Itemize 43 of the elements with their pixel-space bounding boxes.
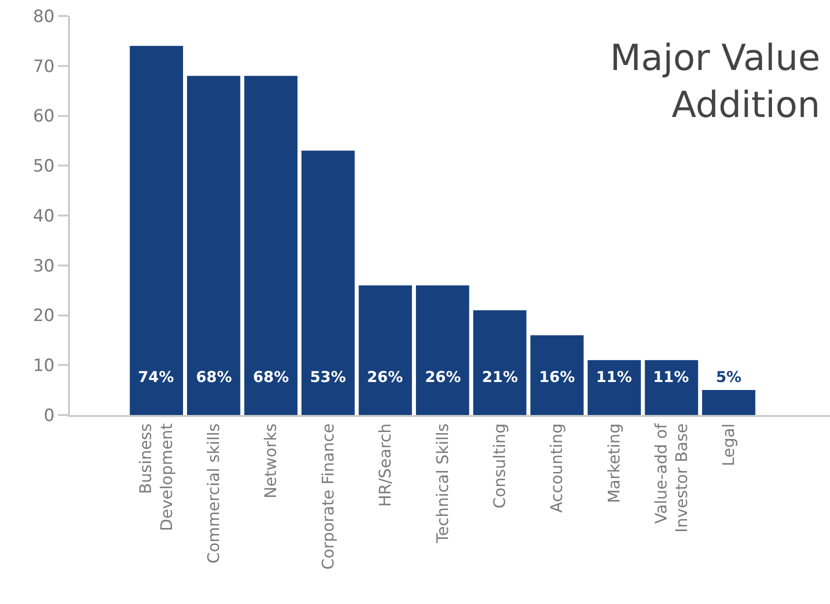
y-tick-label: 60 bbox=[32, 106, 55, 127]
data-label: 26% bbox=[425, 368, 461, 386]
data-label: 21% bbox=[482, 368, 518, 386]
bar bbox=[588, 360, 641, 415]
bar bbox=[416, 285, 470, 415]
bar bbox=[644, 360, 698, 415]
y-tick-label: 80 bbox=[32, 6, 55, 27]
x-tick-label: Consulting bbox=[490, 423, 509, 508]
data-label: 53% bbox=[310, 368, 346, 386]
data-label: 16% bbox=[539, 368, 575, 386]
x-tick-label: Marketing bbox=[604, 423, 624, 504]
data-label: 68% bbox=[253, 368, 289, 386]
y-tick-label: 70 bbox=[32, 56, 55, 77]
x-tick-label: Legal bbox=[718, 423, 738, 466]
x-tick-label: HR/Search bbox=[376, 423, 395, 507]
x-tick-label: Corporate Finance bbox=[318, 423, 338, 570]
x-tick-label: Networks bbox=[261, 423, 280, 499]
y-tick-label: 40 bbox=[32, 206, 55, 226]
data-label: 74% bbox=[138, 368, 174, 386]
bar bbox=[702, 390, 756, 415]
x-tick-label: Commercial skills bbox=[204, 423, 223, 564]
data-label: 5% bbox=[716, 368, 742, 386]
x-tick-label: Accounting bbox=[547, 423, 566, 513]
text: Major Value Addition bbox=[610, 38, 820, 126]
bar bbox=[130, 46, 184, 415]
data-label: 11% bbox=[653, 368, 689, 386]
y-tick-label: 10 bbox=[32, 356, 55, 376]
y-tick-label: 50 bbox=[32, 156, 55, 177]
bar bbox=[187, 76, 240, 415]
bar bbox=[473, 310, 526, 415]
bar bbox=[244, 76, 298, 415]
x-tick-label: Value-add of Investor Base bbox=[651, 423, 692, 533]
y-tick-label: 20 bbox=[32, 306, 55, 326]
y-tick-label: 30 bbox=[32, 256, 55, 276]
data-label: 26% bbox=[367, 368, 403, 386]
x-tick-label: Technical Skills bbox=[432, 423, 452, 544]
data-label: 11% bbox=[596, 368, 632, 386]
x-tick-label: Business Development bbox=[136, 423, 176, 532]
bar bbox=[358, 285, 412, 415]
y-tick-label: 0 bbox=[44, 406, 55, 426]
bar bbox=[301, 150, 355, 415]
bar bbox=[530, 335, 584, 415]
data-label: 68% bbox=[196, 368, 232, 386]
